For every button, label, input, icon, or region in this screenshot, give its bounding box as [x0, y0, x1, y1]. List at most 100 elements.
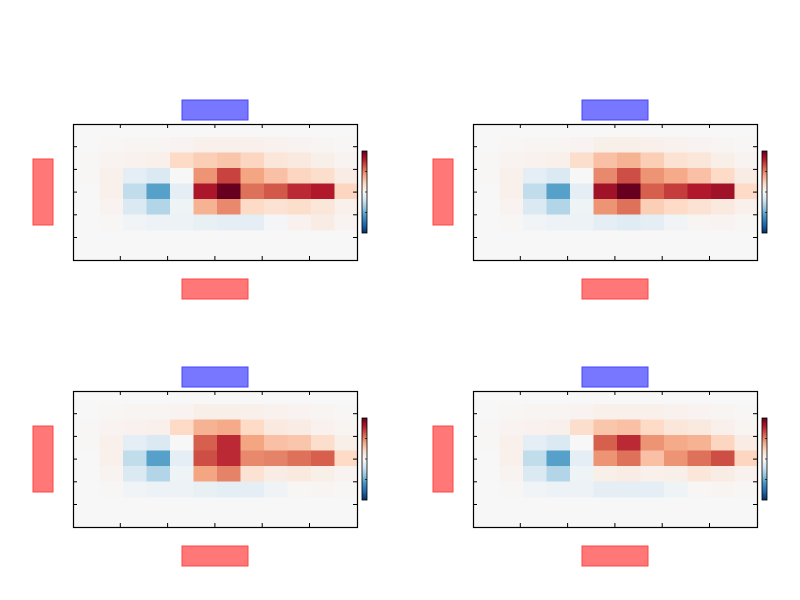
- heatmap-cell: [570, 137, 594, 153]
- heatmap-cell: [546, 152, 571, 169]
- heatmap-cell: [240, 168, 265, 184]
- heatmap-cell: [76, 435, 100, 451]
- heatmap-cell: [123, 152, 147, 169]
- heatmap-cell: [123, 404, 147, 420]
- heatmap-cell: [546, 450, 571, 467]
- left-red-marker: [32, 425, 54, 493]
- heatmap-cell: [311, 137, 335, 153]
- heatmap-cell: [123, 435, 147, 451]
- heatmap-cell: [570, 152, 594, 169]
- heatmap-cell: [546, 199, 571, 215]
- heatmap-cell: [476, 404, 500, 420]
- heatmap-cell: [123, 450, 147, 467]
- heatmap-cell: [99, 419, 124, 436]
- heatmap-cell: [287, 214, 312, 231]
- heatmap-cell: [687, 152, 712, 169]
- heatmap-cell: [240, 183, 265, 200]
- heatmap-cell: [170, 481, 194, 498]
- heatmap-cell: [570, 450, 594, 467]
- heatmap-cell: [76, 450, 100, 467]
- heatmap-cell: [546, 419, 571, 436]
- heatmap-cell: [99, 404, 124, 420]
- heatmap-cell: [240, 450, 265, 467]
- heatmap-cell: [664, 137, 688, 153]
- heatmap-cell: [499, 481, 524, 498]
- heatmap-cell: [734, 152, 757, 169]
- heatmap-cell: [240, 152, 265, 169]
- top-blue-marker: [581, 99, 649, 121]
- heatmap-cell: [311, 435, 335, 451]
- heatmap-cell: [546, 137, 571, 153]
- heatmap-cell: [734, 214, 757, 231]
- heatmap-cell: [687, 466, 712, 482]
- heatmap-cell: [146, 419, 171, 436]
- heatmap-cell: [523, 466, 547, 482]
- heatmap-cell: [499, 183, 524, 200]
- heatmap-cell: [264, 137, 288, 153]
- heatmap-cell: [687, 419, 712, 436]
- heatmap-cell: [240, 214, 265, 231]
- heatmap-cell: [687, 214, 712, 231]
- heatmap-cell: [476, 199, 500, 215]
- heatmap-cell: [711, 435, 735, 451]
- heatmap-cell: [523, 404, 547, 420]
- heatmap-cell: [593, 481, 618, 498]
- heatmap-cell: [193, 466, 218, 482]
- heatmap-cell: [546, 466, 571, 482]
- heatmap-cell: [240, 481, 265, 498]
- heatmap-cell: [99, 466, 124, 482]
- heatmap-cell: [570, 404, 594, 420]
- heatmap-cell: [476, 214, 500, 231]
- heatmap-cell: [311, 152, 335, 169]
- heatmap-cell: [264, 183, 288, 200]
- heatmap-cell: [499, 214, 524, 231]
- heatmap-cell: [687, 199, 712, 215]
- heatmap-cell: [334, 450, 357, 467]
- heatmap-cell: [217, 183, 241, 200]
- heatmap-cell: [217, 450, 241, 467]
- heatmap-cells: [76, 137, 357, 231]
- heatmap-cell: [76, 183, 100, 200]
- heatmap-cell: [734, 419, 757, 436]
- heatmap-cell: [287, 199, 312, 215]
- heatmap-cell: [523, 435, 547, 451]
- heatmap-cell: [193, 435, 218, 451]
- heatmap-cell: [593, 183, 618, 200]
- heatmap-cell: [546, 168, 571, 184]
- heatmap-cell: [217, 214, 241, 231]
- heatmap-cell: [711, 404, 735, 420]
- heatmap-cell: [523, 152, 547, 169]
- heatmap-cell: [123, 466, 147, 482]
- heatmap-cell: [217, 168, 241, 184]
- heatmap-cell: [617, 137, 641, 153]
- heatmap-cell: [640, 183, 665, 200]
- heatmap-cell: [687, 450, 712, 467]
- heatmap-cell: [287, 137, 312, 153]
- heatmap-cell: [193, 404, 218, 420]
- heatmap-cell: [570, 183, 594, 200]
- heatmap-cell: [687, 435, 712, 451]
- heatmap-cell: [593, 168, 618, 184]
- heatmap-cell: [99, 481, 124, 498]
- heatmap-cell: [99, 435, 124, 451]
- heatmap-cell: [593, 466, 618, 482]
- heatmap-cell: [264, 214, 288, 231]
- top-blue-marker: [181, 99, 249, 121]
- heatmap-cell: [146, 481, 171, 498]
- heatmap-cell: [734, 481, 757, 498]
- bottom-red-marker: [581, 278, 649, 300]
- heatmap-cell: [334, 168, 357, 184]
- heatmap-cell: [146, 183, 171, 200]
- heatmap-cell: [193, 450, 218, 467]
- left-red-marker: [432, 425, 454, 493]
- heatmap-cell: [711, 168, 735, 184]
- heatmap-cell: [593, 419, 618, 436]
- heatmap-cell: [170, 404, 194, 420]
- heatmap-cell: [640, 435, 665, 451]
- heatmap-cell: [99, 450, 124, 467]
- heatmap-cell: [523, 214, 547, 231]
- heatmap-cell: [334, 481, 357, 498]
- heatmap-panel-3: [32, 366, 368, 567]
- heatmap-cell: [711, 183, 735, 200]
- heatmap-cells: [476, 404, 757, 498]
